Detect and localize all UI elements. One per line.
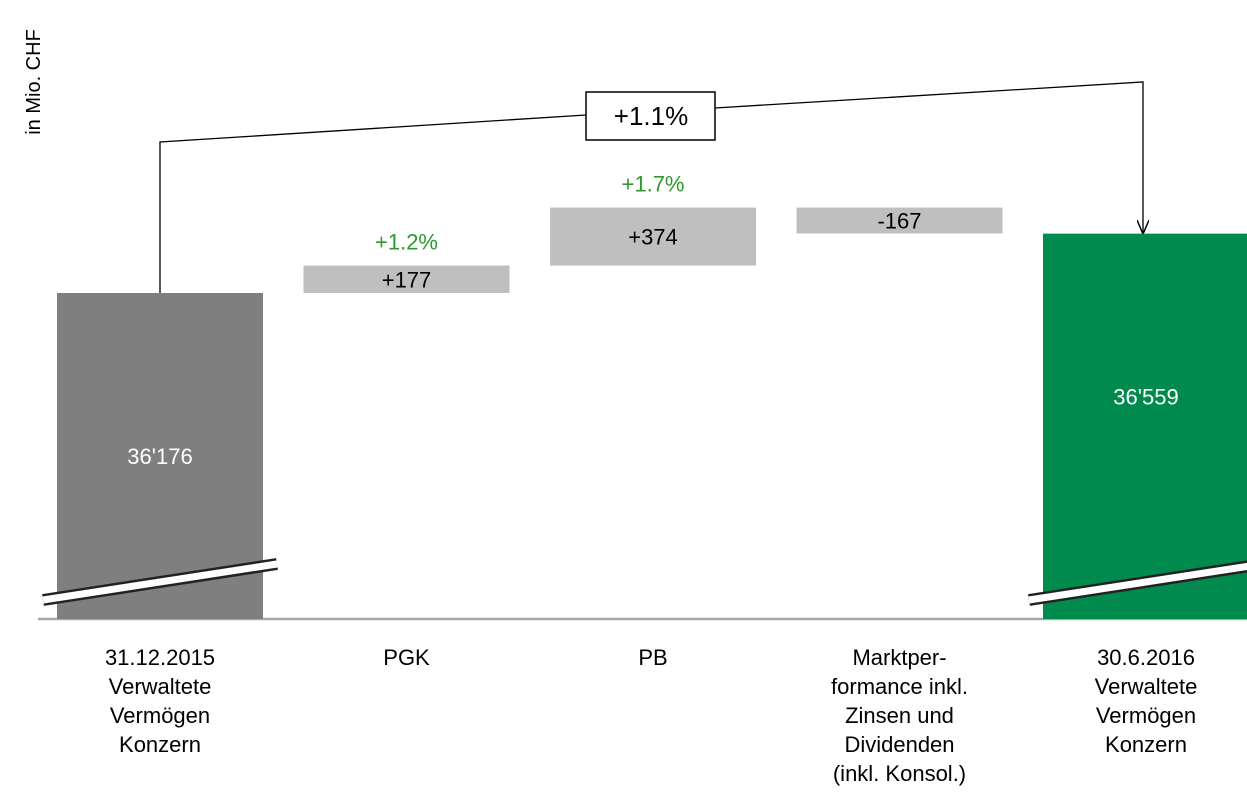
bar-pct-label-2: +1.7%: [622, 172, 685, 197]
y-axis-label: in Mio. CHF: [23, 29, 45, 135]
bar-pct-label-1: +1.2%: [375, 230, 438, 255]
axis-break-marker-4: [1028, 562, 1247, 604]
category-label-1: PGK: [383, 645, 430, 670]
bars-group: 36'176 +177 +1.2% +374 +1.7% -167 36'559: [42, 172, 1247, 619]
delta-bar-2: [550, 207, 756, 266]
category-label-line: Konzern: [1105, 732, 1187, 757]
category-label-3: Marktper-formance inkl. Zinsen und Dividen…: [831, 645, 968, 786]
bar-value-label-4: 36'559: [1113, 384, 1178, 409]
category-label-line: formance inkl.: [831, 674, 968, 699]
category-label-line: Marktper-: [852, 645, 946, 670]
total-change-label: +1.1%: [614, 101, 688, 131]
delta-bar-1: [303, 265, 510, 293]
axis-break-marker-0: [42, 560, 278, 604]
category-label-line: PB: [638, 645, 667, 670]
category-label-line: 30.6.2016: [1097, 645, 1195, 670]
bar-value-label-3: -167: [877, 209, 921, 234]
total-change-arrow: [714, 81, 1143, 234]
delta-bar-3: [796, 207, 1003, 234]
category-labels-group: 31.12.2015 Verwaltete Vermögen Konzern PGK PB…: [105, 645, 1197, 786]
category-label-line: Vermögen: [110, 703, 210, 728]
category-label-line: Verwaltete: [1095, 674, 1198, 699]
bar-value-label-1: +177: [382, 267, 432, 292]
category-label-line: Vermögen: [1096, 703, 1196, 728]
category-label-line: Dividenden: [844, 732, 954, 757]
category-label-0: 31.12.2015 Verwaltete Vermögen Konzern: [105, 645, 215, 757]
category-label-line: 31.12.2015: [105, 645, 215, 670]
total-change-connector: [159, 114, 587, 293]
category-label-line: Verwaltete: [109, 674, 212, 699]
category-label-line: Zinsen und: [845, 703, 954, 728]
category-label-line: Konzern: [119, 732, 201, 757]
total-bar-4: [1043, 233, 1247, 619]
bar-value-label-0: 36'176: [127, 444, 192, 469]
category-label-4: 30.6.2016 Verwaltete Vermögen Konzern: [1095, 645, 1198, 757]
category-label-line: PGK: [383, 645, 430, 670]
category-label-2: PB: [638, 645, 667, 670]
total-change-box: [585, 91, 716, 141]
total-bar-0: [57, 293, 263, 619]
bar-value-label-2: +374: [628, 225, 678, 250]
category-label-line: (inkl. Konsol.): [833, 761, 966, 786]
